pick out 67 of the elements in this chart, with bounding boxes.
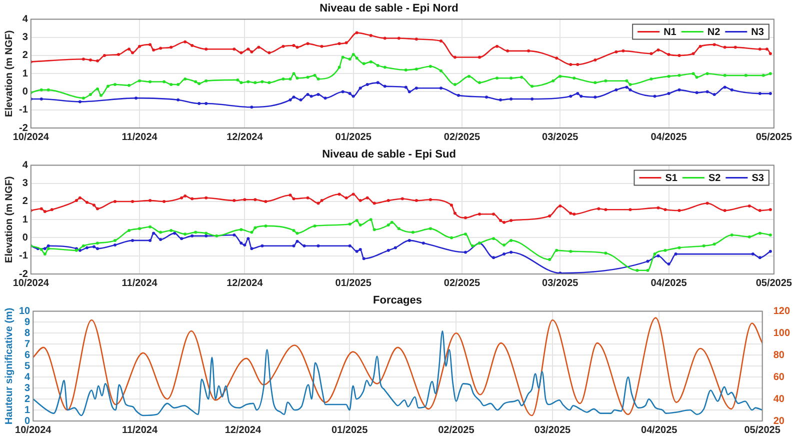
y-axis-title: Elevation (m NGF)	[4, 176, 15, 263]
legend-label: S2	[708, 172, 722, 184]
y-tick-label: 9	[24, 316, 31, 328]
y-tick-label: 0	[22, 232, 28, 244]
x-tick-label: 03/2025	[542, 132, 579, 143]
y-tick-label: 0	[22, 86, 28, 98]
y-tick-label: -1	[18, 250, 28, 262]
y-axis-title: Elevation (m NGF)	[4, 30, 15, 117]
legend-label: S3	[752, 172, 764, 184]
x-tick-label: 04/2025	[650, 132, 688, 143]
y-axis-title: Hauteur significative (m)	[4, 308, 15, 424]
x-tick-label: 01/2025	[335, 278, 372, 289]
y-tick-label: 2	[22, 196, 28, 208]
y-tick-label: 6	[24, 350, 31, 361]
x-tick-label: 03/2025	[534, 424, 572, 436]
y-tick-label: -2	[18, 268, 28, 280]
y-tick-label: 8	[24, 328, 31, 339]
y2-tick-label: 100	[773, 328, 790, 339]
x-tick-label: 02/2025	[444, 278, 480, 289]
y2-tick-label: 60	[773, 372, 785, 383]
y-tick-label: -1	[18, 104, 28, 116]
x-tick-label: 11/2024	[122, 424, 158, 436]
legend-label: N2	[707, 26, 721, 38]
y2-tick-label: 120	[773, 306, 790, 317]
x-tick-label: 01/2025	[335, 132, 372, 143]
chart-title: Forcages	[373, 294, 422, 307]
x-tick-label: 12/2024	[226, 132, 264, 143]
x-tick-label: 11/2024	[122, 278, 158, 289]
chart-title: Niveau de sable - Epi Nord	[320, 2, 458, 15]
x-tick-label: 12/2024	[224, 424, 262, 436]
y-tick-label: -2	[18, 122, 28, 134]
y-tick-label: 10	[19, 306, 31, 317]
legend-label: N1	[664, 26, 677, 38]
y-tick-label: 1	[24, 404, 31, 416]
y2-tick-label: 20	[773, 416, 785, 427]
x-tick-label: 05/2025	[744, 424, 781, 436]
x-tick-label: 04/2025	[641, 424, 678, 436]
y-tick-label: 2	[24, 394, 31, 405]
x-tick-label: 11/2024	[122, 132, 158, 143]
y-tick-label: 1	[22, 68, 28, 80]
y2-tick-label: 80	[773, 350, 785, 361]
y-tick-label: 0	[24, 416, 31, 427]
y-tick-label: 4	[22, 160, 28, 171]
x-tick-label: 10/2024	[15, 424, 52, 436]
y2-tick-label: 40	[773, 394, 785, 405]
y-tick-label: 3	[22, 32, 28, 44]
x-tick-label: 05/2025	[756, 278, 792, 289]
x-tick-label: 02/2025	[438, 424, 475, 436]
x-tick-label: 04/2025	[650, 278, 688, 289]
y-tick-label: 5	[24, 360, 31, 372]
y-tick-label: 4	[24, 372, 31, 383]
y-tick-label: 1	[22, 214, 28, 226]
legend-label: N3	[751, 26, 764, 38]
chart-title: Niveau de sable - Epi Sud	[322, 148, 456, 161]
y-tick-label: 7	[24, 338, 31, 350]
x-tick-label: 02/2025	[444, 132, 480, 143]
x-tick-label: 12/2024	[226, 278, 264, 289]
y-tick-label: 2	[22, 50, 28, 62]
x-tick-label: 05/2025	[756, 132, 792, 143]
x-tick-label: 03/2025	[542, 278, 579, 289]
y-tick-label: 3	[24, 382, 31, 394]
x-tick-label: 01/2025	[331, 424, 368, 436]
x-tick-label: 10/2024	[12, 132, 50, 143]
x-tick-label: 10/2024	[12, 278, 50, 289]
y-tick-label: 4	[22, 14, 28, 25]
legend-label: S1	[665, 172, 678, 184]
y-tick-label: 3	[22, 178, 28, 190]
